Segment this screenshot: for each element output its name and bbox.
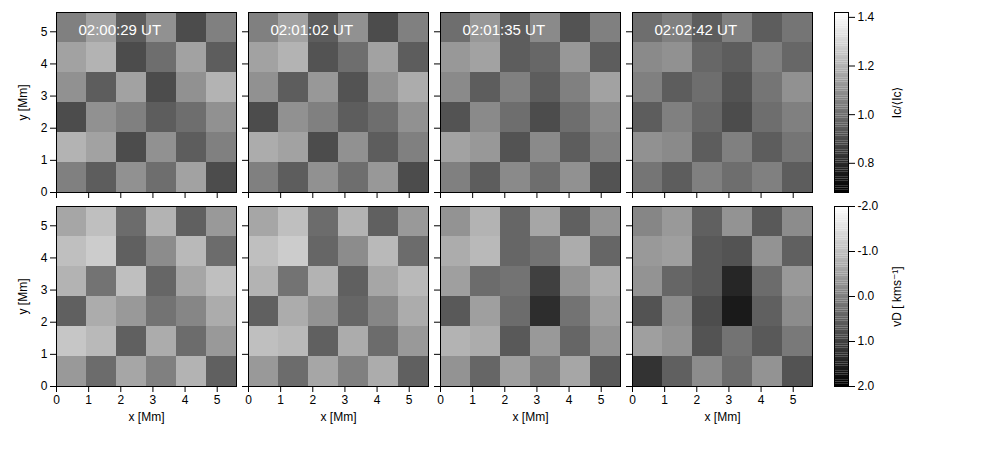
svg-text:3: 3	[41, 89, 48, 103]
svg-text:-2.0: -2.0	[858, 200, 879, 213]
svg-text:3: 3	[342, 393, 349, 407]
svg-text:2: 2	[41, 315, 48, 329]
svg-text:Ic/⟨Ic⟩: Ic/⟨Ic⟩	[890, 87, 904, 118]
svg-text:2: 2	[309, 393, 316, 407]
svg-text:0: 0	[53, 393, 60, 407]
svg-text:4: 4	[182, 393, 189, 407]
svg-text:1: 1	[85, 393, 92, 407]
svg-text:0: 0	[629, 393, 636, 407]
svg-text:02:02:42 UT: 02:02:42 UT	[655, 21, 738, 38]
svg-text:1.2: 1.2	[858, 59, 875, 73]
svg-text:5: 5	[598, 393, 605, 407]
svg-text:5: 5	[41, 25, 48, 39]
svg-text:1: 1	[277, 393, 284, 407]
svg-text:2.0: 2.0	[858, 379, 875, 393]
svg-text:2: 2	[41, 121, 48, 135]
svg-text:1.0: 1.0	[858, 108, 875, 122]
svg-text:5: 5	[41, 219, 48, 233]
svg-text:y [Mm]: y [Mm]	[16, 85, 30, 121]
svg-text:x [Mm]: x [Mm]	[129, 410, 165, 424]
svg-text:0: 0	[437, 393, 444, 407]
svg-text:0: 0	[41, 379, 48, 393]
svg-text:0.8: 0.8	[858, 156, 875, 170]
svg-text:02:01:35 UT: 02:01:35 UT	[463, 21, 546, 38]
svg-text:vD [ kms⁻¹]: vD [ kms⁻¹]	[890, 266, 904, 326]
svg-text:x [Mm]: x [Mm]	[513, 410, 549, 424]
svg-text:1: 1	[469, 393, 476, 407]
svg-text:1.4: 1.4	[858, 10, 875, 24]
svg-text:3: 3	[41, 283, 48, 297]
svg-text:4: 4	[758, 393, 765, 407]
svg-text:y [Mm]: y [Mm]	[16, 279, 30, 315]
svg-text:2: 2	[501, 393, 508, 407]
svg-text:4: 4	[374, 393, 381, 407]
svg-text:4: 4	[41, 57, 48, 71]
svg-text:1.0: 1.0	[858, 334, 875, 348]
svg-text:3: 3	[150, 393, 157, 407]
svg-text:2: 2	[693, 393, 700, 407]
svg-text:02:00:29 UT: 02:00:29 UT	[79, 21, 162, 38]
svg-text:1: 1	[41, 153, 48, 167]
svg-text:x [Mm]: x [Mm]	[321, 410, 357, 424]
svg-text:-1.0: -1.0	[858, 244, 879, 258]
svg-text:5: 5	[214, 393, 221, 407]
svg-text:02:01:02 UT: 02:01:02 UT	[271, 21, 354, 38]
svg-text:0: 0	[245, 393, 252, 407]
svg-text:2: 2	[117, 393, 124, 407]
svg-text:3: 3	[534, 393, 541, 407]
svg-text:1: 1	[661, 393, 668, 407]
svg-text:3: 3	[726, 393, 733, 407]
svg-text:0: 0	[41, 185, 48, 199]
svg-text:5: 5	[406, 393, 413, 407]
svg-text:5: 5	[790, 393, 797, 407]
svg-text:0.0: 0.0	[858, 289, 875, 303]
svg-text:x [Mm]: x [Mm]	[705, 410, 741, 424]
svg-text:4: 4	[566, 393, 573, 407]
svg-text:1: 1	[41, 347, 48, 361]
svg-text:4: 4	[41, 251, 48, 265]
